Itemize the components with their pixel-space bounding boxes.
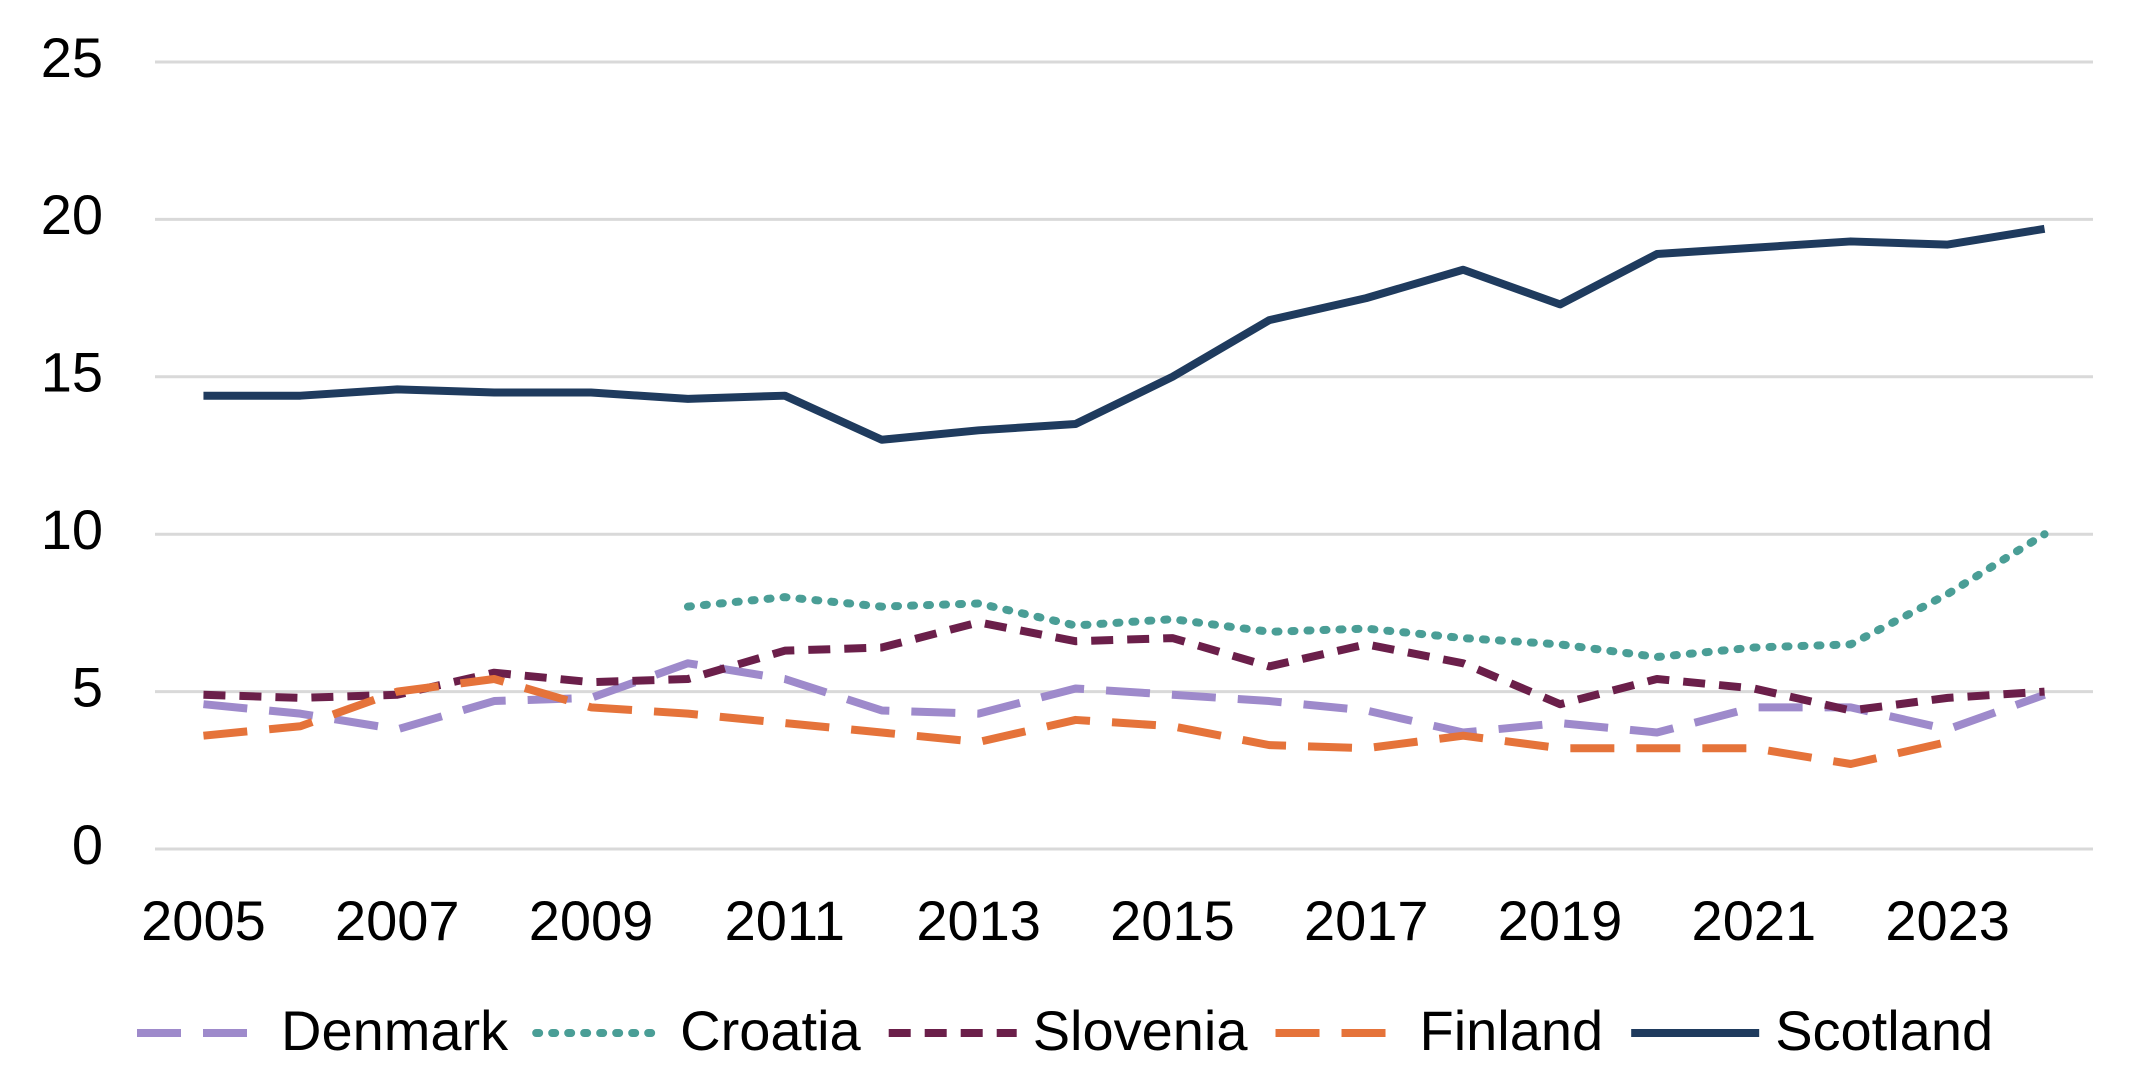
series-line <box>203 659 2046 737</box>
x-tick-label: 2005 <box>141 889 266 952</box>
x-tick-label: 2013 <box>916 889 1041 952</box>
legend-label: Slovenia <box>1033 999 1249 1062</box>
legend-label: Croatia <box>680 999 861 1062</box>
x-tick-label: 2011 <box>725 889 845 952</box>
series-line <box>203 618 2045 715</box>
y-tick-label: 5 <box>72 655 103 718</box>
y-tick-label: 0 <box>72 813 103 876</box>
y-tick-label: 20 <box>41 183 103 246</box>
x-tick-label: 2015 <box>1110 889 1235 952</box>
y-tick-label: 15 <box>41 341 103 404</box>
legend-label: Finland <box>1420 999 1604 1062</box>
x-tick-label: 2007 <box>335 889 460 952</box>
x-tick-label: 2017 <box>1304 889 1429 952</box>
legend-label: Scotland <box>1775 999 1993 1062</box>
y-tick-label: 10 <box>41 498 103 561</box>
x-tick-label: 2023 <box>1885 889 2010 952</box>
x-tick-label: 2021 <box>1692 889 1817 952</box>
x-tick-label: 2009 <box>529 889 654 952</box>
series-line <box>683 530 2049 661</box>
series-line <box>203 675 1949 769</box>
series-line <box>203 224 2046 444</box>
y-tick-label: 25 <box>41 26 103 89</box>
legend-label: Denmark <box>281 999 509 1062</box>
x-tick-label: 2019 <box>1498 889 1623 952</box>
